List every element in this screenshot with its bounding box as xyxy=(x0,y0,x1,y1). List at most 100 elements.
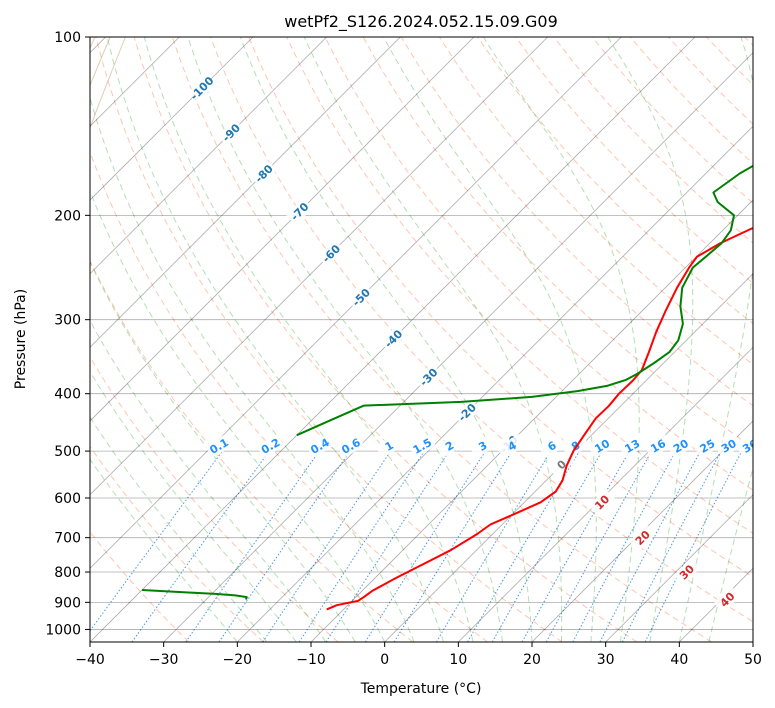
moist-adiabat-line xyxy=(239,37,533,642)
dry-adiabat-line xyxy=(744,37,753,47)
isotherm-line xyxy=(752,641,753,642)
moist-adiabat-line xyxy=(90,370,297,642)
mixing-ratio-label-bg xyxy=(666,433,695,458)
moist-adiabat-line xyxy=(90,260,356,642)
dry-adiabat-line xyxy=(248,37,753,578)
isotherm-line xyxy=(458,346,753,642)
mixing-ratio-line xyxy=(131,450,270,642)
y-axis-label: Pressure (hPa) xyxy=(13,289,29,389)
y-tick-label: 600 xyxy=(54,491,81,507)
moist-adiabat-line xyxy=(303,37,563,642)
pressure-grid xyxy=(90,37,753,630)
isotherm-line xyxy=(605,494,753,642)
mixing-ratio-line xyxy=(621,450,722,642)
dry-adiabat-line xyxy=(286,37,753,534)
moist-adiabat-line xyxy=(708,466,753,642)
mixing-ratio-line xyxy=(393,450,513,642)
mixing-ratio-label-bg xyxy=(618,433,647,458)
mixing-ratio-line xyxy=(521,450,630,642)
mixing-ratio-line xyxy=(599,450,701,642)
moist-adiabat-line xyxy=(90,189,386,642)
dry-adiabat-line xyxy=(553,37,753,244)
moist-adiabat-label-bg xyxy=(588,488,616,516)
y-tick-label: 800 xyxy=(54,565,81,581)
isotherm-label-bg xyxy=(415,363,443,391)
mixing-ratio-line xyxy=(644,450,743,642)
line-labels: -100-90-80-70-60-50-40-30-20-100.10.20.4… xyxy=(188,74,753,613)
mixing-ratio-line xyxy=(185,450,320,642)
mixing-ratio-line xyxy=(572,450,677,642)
mixing-ratio-label-bg xyxy=(468,433,497,458)
mixing-ratio-label-bg xyxy=(435,433,464,458)
x-tick-label: 50 xyxy=(744,652,762,668)
dewpoint-line xyxy=(141,589,248,600)
mixing-ratio-label-bg xyxy=(375,433,403,458)
isotherm-label-bg xyxy=(453,398,481,426)
isotherm-line xyxy=(90,37,401,348)
moist-adiabat-line xyxy=(90,319,327,642)
mixing-ratio-label-bg xyxy=(498,433,527,458)
isotherm-line xyxy=(90,37,475,422)
isotherm-line xyxy=(679,567,753,642)
x-axis-label: Temperature (°C) xyxy=(360,681,482,697)
dry-adiabat-line xyxy=(133,37,638,642)
mixing-ratio-label-bg xyxy=(305,433,334,458)
dry-adiabat-line xyxy=(95,37,563,642)
x-tick-label: 10 xyxy=(449,652,467,668)
sounding-series xyxy=(141,164,753,611)
y-tick-label: 500 xyxy=(54,444,81,460)
mixing-ratio-line xyxy=(364,450,486,642)
y-axis: 100 200 300 400 500 600 700 800 900 1000 xyxy=(45,30,90,638)
dry-adiabat-line xyxy=(706,37,753,86)
mixing-ratio-label-bg xyxy=(561,433,590,458)
moist-adiabat-line xyxy=(383,37,597,642)
dewpoint-line xyxy=(296,164,753,437)
mixing-ratio-label-bg xyxy=(205,433,233,458)
isotherm-label-bg xyxy=(250,160,278,187)
x-tick-label: 0 xyxy=(380,652,389,668)
chart-title: wetPf2_S126.2024.052.15.09.G09 xyxy=(284,12,558,32)
mixing-ratio-line xyxy=(218,450,351,642)
isotherm-line xyxy=(90,37,327,275)
moist-adiabat-line xyxy=(143,37,474,642)
moist-adiabat-label-bg xyxy=(713,586,741,613)
mixing-ratio-line xyxy=(262,450,392,642)
mixing-ratio-label-bg xyxy=(714,433,743,458)
dry-adiabat-line xyxy=(90,356,339,642)
mixing-ratio-label-bg xyxy=(693,433,722,458)
dry-adiabat-line xyxy=(171,37,712,642)
mixing-ratio-line xyxy=(325,450,450,642)
x-tick-label: −20 xyxy=(223,652,253,668)
y-tick-label: 300 xyxy=(54,313,81,329)
y-tick-label: 400 xyxy=(54,387,81,403)
isotherm-line xyxy=(163,52,753,642)
mixing-ratio-label-bg xyxy=(736,433,753,458)
mixing-ratio-label-bg xyxy=(408,433,437,458)
moist-adiabat-label-bg xyxy=(548,451,575,479)
moist-adiabat-label-bg xyxy=(673,558,701,586)
isotherm-label-bg xyxy=(379,325,407,353)
isotherm-line xyxy=(90,37,622,569)
y-tick-label: 200 xyxy=(54,208,81,224)
mixing-ratio-label-bg xyxy=(537,433,566,458)
isotherm-label-bg xyxy=(317,240,345,267)
moist-adiabat-line xyxy=(90,458,238,642)
x-tick-label: −10 xyxy=(296,652,326,668)
mixing-ratio-line xyxy=(298,450,425,642)
moist-adiabat-line xyxy=(90,416,268,642)
mixing-ratio-label-bg xyxy=(256,433,285,458)
dry-adiabat-line xyxy=(90,445,264,642)
plot-frame xyxy=(89,36,754,643)
x-tick-label: 30 xyxy=(597,652,615,668)
mixing-ratio-line xyxy=(545,450,653,642)
x-tick-label: −40 xyxy=(75,652,105,668)
dry-adiabat-line xyxy=(668,37,753,125)
moist-adiabat-line xyxy=(482,37,640,642)
y-tick-label: 900 xyxy=(54,595,81,611)
moist-adiabat-line xyxy=(90,96,415,642)
moist-adiabat-line xyxy=(187,37,503,642)
dry-adiabat-line xyxy=(90,259,414,642)
isotherm-line xyxy=(90,37,548,496)
mixing-ratio-label-bg xyxy=(336,433,365,458)
